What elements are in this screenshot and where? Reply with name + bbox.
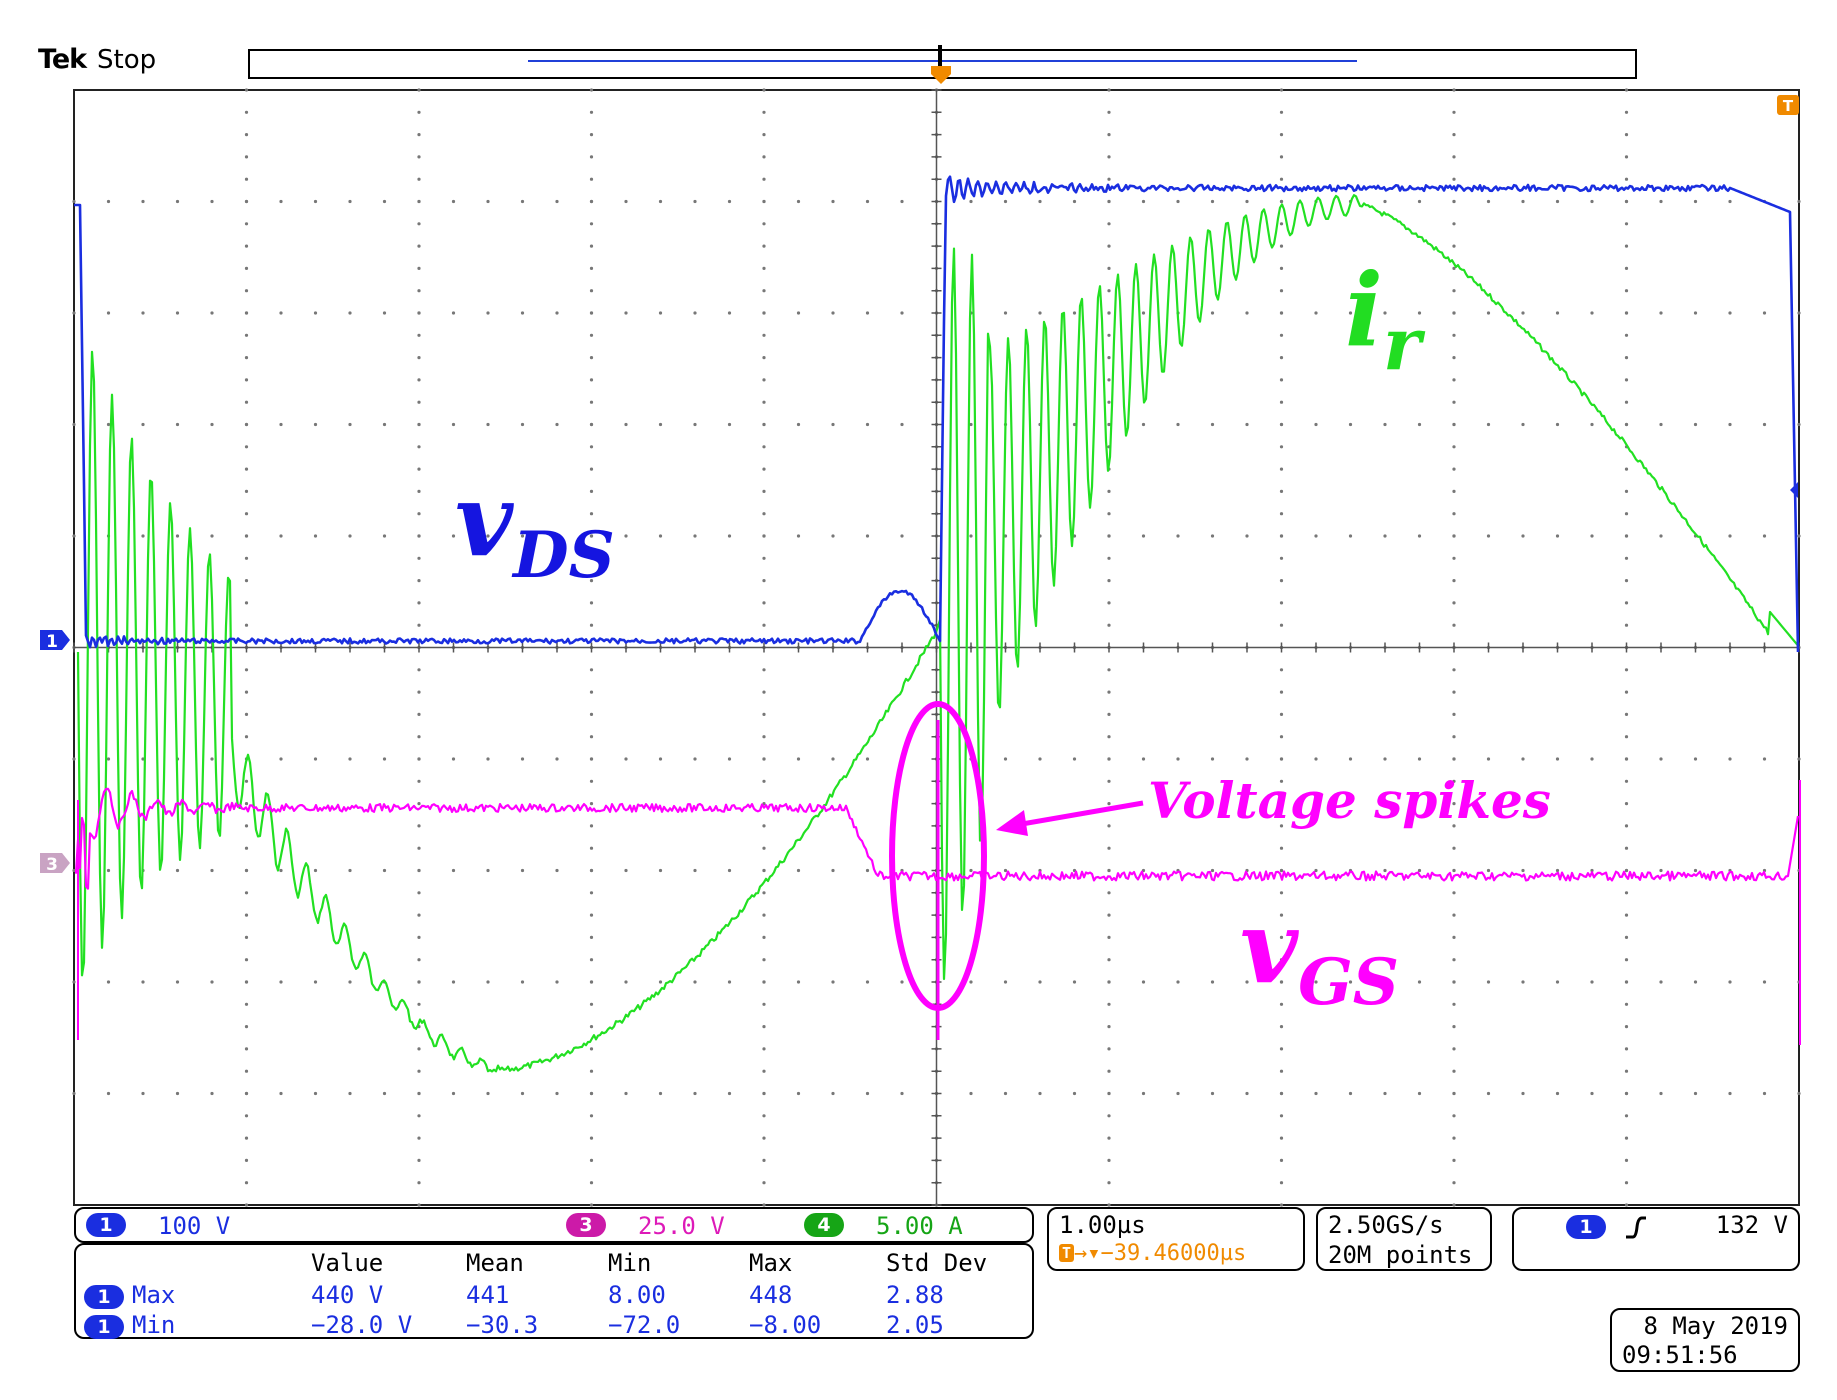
trigger-level[interactable]: 132 V xyxy=(1715,1211,1788,1239)
waveform-traces xyxy=(74,175,1801,1073)
meas-row-mean: −30.3 xyxy=(466,1311,539,1339)
ch3-scale[interactable]: 25.0 V xyxy=(638,1212,725,1240)
meas-row-std: 2.88 xyxy=(886,1281,944,1309)
vgs-annotation-main: v xyxy=(1240,888,1299,1006)
trigger-level-ch1-icon xyxy=(1790,482,1798,498)
ch3-ground-marker-label: 3 xyxy=(46,855,58,875)
voltage-spikes-annotation: Voltage spikes xyxy=(1148,771,1551,830)
record-window-indicator xyxy=(528,60,1357,62)
spike-highlight-ellipse xyxy=(889,701,987,1011)
vgs-annotation-sub: GS xyxy=(1298,945,1399,1020)
meas-header-max: Max xyxy=(749,1249,793,1277)
ch1-ground-marker xyxy=(40,630,70,650)
datetime-panel: 8 May 2019 09:51:56 xyxy=(1610,1308,1800,1372)
trigger-position-icon xyxy=(931,66,951,84)
trigger-level-icon xyxy=(1777,95,1799,115)
meas-row-max: −8.00 xyxy=(749,1311,822,1339)
record-length[interactable]: 20M points xyxy=(1328,1241,1473,1269)
ch4-badge[interactable]: 4 xyxy=(804,1213,844,1237)
timebase-panel[interactable]: 1.00µs T →▾−39.46000µs xyxy=(1047,1207,1305,1271)
ir-annotation-sub: r xyxy=(1383,301,1426,386)
meas-row-min: −72.0 xyxy=(608,1311,681,1339)
ir-annotation-main: i xyxy=(1345,251,1383,369)
meas-header-value: Value xyxy=(311,1249,384,1277)
trigger-level-marker-label: T xyxy=(1783,97,1794,115)
meas-row-value: 440 V xyxy=(311,1281,384,1309)
spike-arrow-line xyxy=(1015,800,1144,828)
ch1-vds-trace xyxy=(74,175,1800,653)
ch1-ground-marker-label: 1 xyxy=(46,632,58,652)
ch4-current-trace xyxy=(76,194,1799,1073)
ch4-scale[interactable]: 5.00 A xyxy=(876,1212,963,1240)
trigger-panel[interactable]: 1 132 V xyxy=(1512,1207,1800,1271)
acquisition-state[interactable]: Stop xyxy=(97,45,157,75)
spike-arrow-head xyxy=(996,810,1028,836)
meas-row-badge: 1 xyxy=(84,1315,124,1339)
meas-row-name[interactable]: Min xyxy=(132,1311,176,1339)
sample-rate: 2.50GS/s xyxy=(1328,1211,1444,1239)
trigger-position[interactable]: T →▾−39.46000µs xyxy=(1059,1241,1246,1266)
ch3-ground-marker xyxy=(40,853,70,873)
brand-label: Tek xyxy=(38,44,87,75)
measurements-panel[interactable]: Value Mean Min Max Std Dev 1 Max 440 V 4… xyxy=(74,1243,1034,1339)
meas-header-min: Min xyxy=(608,1249,652,1277)
meas-row-name[interactable]: Max xyxy=(132,1281,176,1309)
meas-row-mean: 441 xyxy=(466,1281,510,1309)
meas-row-min: 8.00 xyxy=(608,1281,666,1309)
meas-row-badge: 1 xyxy=(84,1285,124,1309)
trigger-source-badge[interactable]: 1 xyxy=(1566,1215,1606,1239)
trigger-position-value: →▾−39.46000µs xyxy=(1074,1241,1247,1266)
rising-edge-icon[interactable] xyxy=(1624,1215,1648,1241)
meas-row-std: 2.05 xyxy=(886,1311,944,1339)
time: 09:51:56 xyxy=(1622,1341,1738,1369)
ir-annotation: ir xyxy=(1345,251,1426,386)
meas-row-value: −28.0 V xyxy=(311,1311,413,1339)
vds-annotation-main: v xyxy=(455,461,514,579)
acquisition-panel[interactable]: 2.50GS/s 20M points xyxy=(1316,1207,1492,1271)
meas-row-max: 448 xyxy=(749,1281,793,1309)
meas-header-mean: Mean xyxy=(466,1249,524,1277)
vds-annotation: vDS xyxy=(455,461,615,593)
ch1-scale[interactable]: 100 V xyxy=(158,1212,231,1240)
channel-scale-panel[interactable]: 1 100 V 3 25.0 V 4 5.00 A xyxy=(74,1207,1034,1243)
vds-annotation-sub: DS xyxy=(511,518,615,593)
trigger-position-badge: T xyxy=(1059,1244,1075,1262)
trigger-point-marker xyxy=(938,45,942,75)
meas-header-stddev: Std Dev xyxy=(886,1249,988,1277)
ch3-badge[interactable]: 3 xyxy=(566,1213,606,1237)
horizontal-scale[interactable]: 1.00µs xyxy=(1059,1211,1146,1239)
vgs-annotation: vGS xyxy=(1240,888,1399,1020)
ch1-badge[interactable]: 1 xyxy=(86,1213,126,1237)
date: 8 May 2019 xyxy=(1643,1312,1789,1340)
